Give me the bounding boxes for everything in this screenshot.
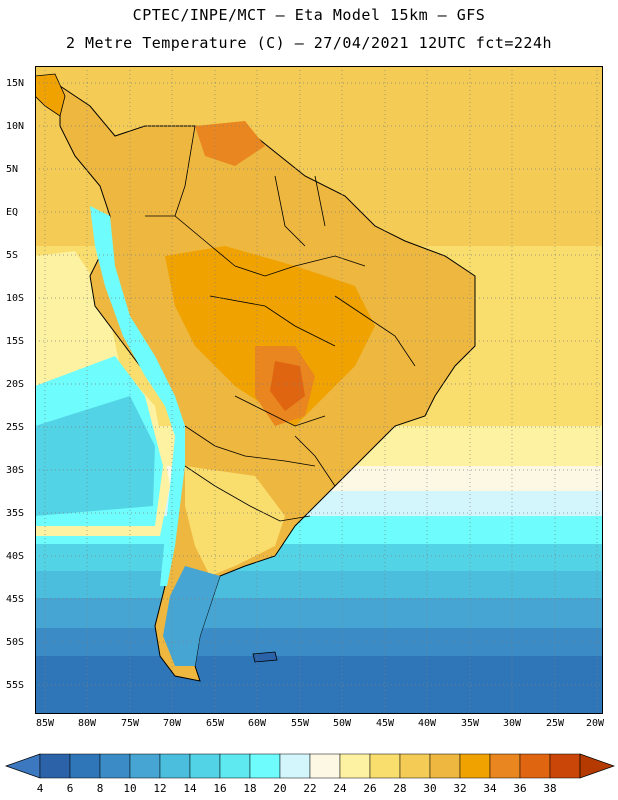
land-north-hot <box>195 121 265 166</box>
colorbar-swatch-17 <box>549 753 581 779</box>
colorbar-swatch-8 <box>279 753 311 779</box>
temperature-colorbar <box>4 753 616 779</box>
colorbar-label-4: 4 <box>36 782 44 795</box>
title-line-2: 2 Metre Temperature (C) – 27/04/2021 12U… <box>65 34 553 52</box>
colorbar-label-20: 20 <box>273 782 287 795</box>
colorbar-swatch-1 <box>69 753 101 779</box>
colorbar-swatch-9 <box>309 753 341 779</box>
lon-label-70w: 70W <box>162 718 182 729</box>
land-central-america <box>35 73 66 117</box>
lat-lon-grid <box>35 66 603 714</box>
lat-label-5n: 5N <box>6 164 19 175</box>
lon-label-85w: 85W <box>35 718 55 729</box>
lon-label-35w: 35W <box>460 718 480 729</box>
colorbar-label-18: 18 <box>243 782 257 795</box>
colorbar-right-arrow <box>579 753 616 779</box>
lat-label-25s: 25S <box>6 422 25 433</box>
band-10 <box>35 598 603 633</box>
colorbar-swatch-14 <box>459 753 491 779</box>
colorbar-label-16: 16 <box>213 782 227 795</box>
band-14 <box>35 544 603 574</box>
lat-label-45s: 45S <box>6 594 25 605</box>
lat-label-50s: 50S <box>6 637 25 648</box>
colorbar-label-34: 34 <box>483 782 497 795</box>
colorbar-swatch-0 <box>39 753 71 779</box>
colorbar-label-26: 26 <box>363 782 377 795</box>
colorbar-label-32: 32 <box>453 782 467 795</box>
lat-label-20s: 20S <box>6 379 25 390</box>
lat-label-15s: 15S <box>6 336 25 347</box>
lat-label-40s: 40S <box>6 551 25 562</box>
land-interior-warm <box>165 246 375 426</box>
land-hot-center <box>270 361 305 411</box>
country-borders <box>145 125 416 522</box>
lon-label-45w: 45W <box>375 718 395 729</box>
colorbar-swatch-16 <box>519 753 551 779</box>
lat-label-10s: 10S <box>6 293 25 304</box>
colorbar-label-10: 10 <box>123 782 137 795</box>
colorbar-swatch-15 <box>489 753 521 779</box>
colorbar-swatch-5 <box>189 753 221 779</box>
land-south-cone <box>185 466 285 576</box>
colorbar-swatch-10 <box>339 753 371 779</box>
lon-label-55w: 55W <box>290 718 310 729</box>
lon-label-20w: 20W <box>585 718 605 729</box>
lon-label-40w: 40W <box>417 718 437 729</box>
lat-label-35s: 35S <box>6 508 25 519</box>
land-patagonia <box>163 566 220 666</box>
temperature-map <box>35 66 603 714</box>
lon-label-30w: 30W <box>502 718 522 729</box>
lon-label-65w: 65W <box>205 718 225 729</box>
colorbar-swatch-6 <box>219 753 251 779</box>
colorbar-label-22: 22 <box>303 782 317 795</box>
colorbar-label-12: 12 <box>153 782 167 795</box>
lat-label-10n: 10N <box>6 121 25 132</box>
colorbar-swatch-12 <box>399 753 431 779</box>
band-12 <box>35 571 603 601</box>
colorbar-label-8: 8 <box>96 782 104 795</box>
colorbar-label-14: 14 <box>183 782 197 795</box>
lon-label-80w: 80W <box>77 718 97 729</box>
colorbar-swatch-3 <box>129 753 161 779</box>
colorbar-left-arrow <box>4 753 41 779</box>
andes-cold-strip <box>90 206 185 586</box>
title-line-1: CPTEC/INPE/MCT – Eta Model 15km – GFS <box>132 6 486 24</box>
colorbar-swatch-4 <box>159 753 191 779</box>
colorbar-label-24: 24 <box>333 782 347 795</box>
lat-label-5s: 5S <box>6 250 19 261</box>
lon-label-50w: 50W <box>332 718 352 729</box>
map-frame <box>35 66 603 714</box>
lon-label-25w: 25W <box>545 718 565 729</box>
colorbar-label-28: 28 <box>393 782 407 795</box>
lon-label-60w: 60W <box>247 718 267 729</box>
lat-label-15n: 15N <box>6 78 25 89</box>
colorbar-label-30: 30 <box>423 782 437 795</box>
lat-label-30s: 30S <box>6 465 25 476</box>
pacific-cool-core <box>35 396 155 516</box>
lon-label-75w: 75W <box>120 718 140 729</box>
colorbar-label-38: 38 <box>543 782 557 795</box>
colorbar-swatch-2 <box>99 753 131 779</box>
colorbar-swatch-7 <box>249 753 281 779</box>
lat-label-55s: 55S <box>6 680 25 691</box>
colorbar-swatch-11 <box>369 753 401 779</box>
colorbar-swatch-13 <box>429 753 461 779</box>
colorbar-label-36: 36 <box>513 782 527 795</box>
colorbar-label-6: 6 <box>66 782 74 795</box>
lat-label-eq: EQ <box>6 207 19 218</box>
band-8 <box>35 628 603 658</box>
land-falklands <box>252 651 278 663</box>
